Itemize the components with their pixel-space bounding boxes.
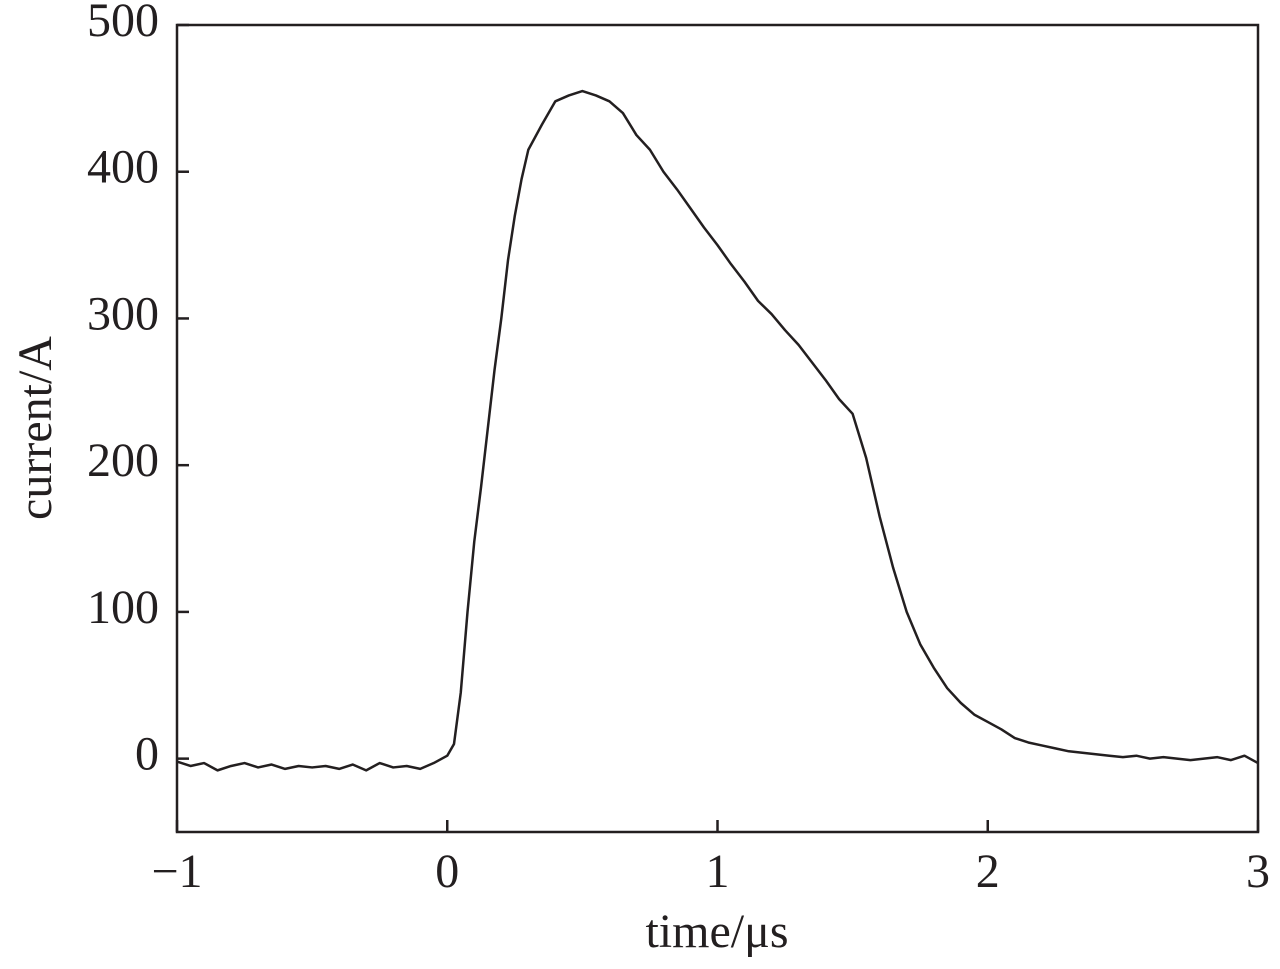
data-line [176,89,1259,772]
x-tick-label: −1 [151,845,202,898]
x-tick-label: 3 [1246,845,1270,898]
y-tick-label: 500 [87,0,159,47]
y-axis-label: current/A [9,336,62,520]
x-tick-label: 2 [976,845,1000,898]
y-tick-label: 0 [135,728,159,781]
x-axis-label: time/μs [645,905,788,958]
x-tick-label: 0 [435,845,459,898]
y-tick-label: 200 [87,434,159,487]
x-tick-label: 1 [706,845,730,898]
plot-frame [175,23,1260,834]
y-tick-label: 300 [87,287,159,340]
y-tick-label: 100 [87,581,159,634]
y-tick-label: 400 [87,141,159,194]
